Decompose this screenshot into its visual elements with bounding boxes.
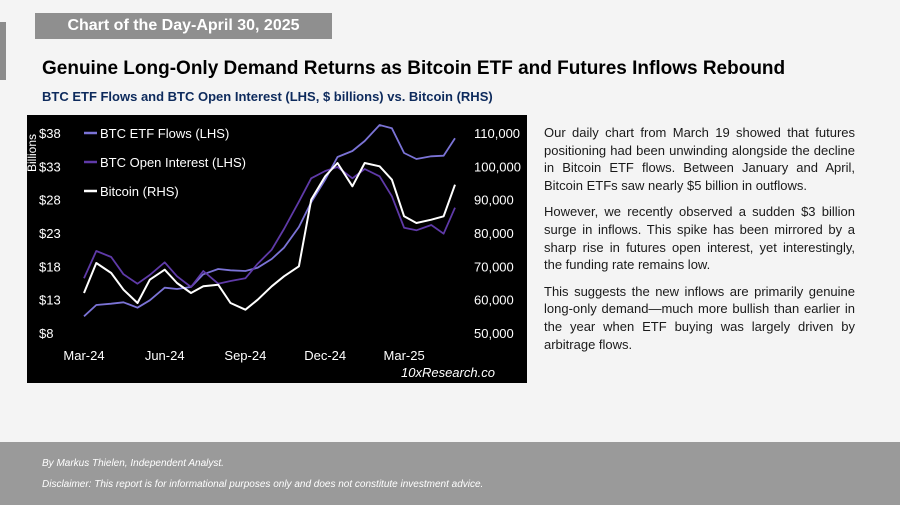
y-right-tick-label: 50,000 [474, 326, 514, 341]
y-left-tick-label: $28 [39, 193, 61, 208]
series-line [83, 124, 456, 317]
disclaimer-line: Disclaimer: This report is for informati… [42, 479, 484, 490]
y-right-tick-label: 110,000 [474, 126, 520, 141]
y-left-tick-label: $23 [39, 226, 61, 241]
y-right-tick-label: 80,000 [474, 226, 514, 241]
author-line: By Markus Thielen, Independent Analyst. [42, 458, 224, 469]
legend-label: Bitcoin (RHS) [100, 184, 179, 199]
y-left-tick-label: $13 [39, 293, 61, 308]
y-left-tick-label: $18 [39, 259, 61, 274]
footer: By Markus Thielen, Independent Analyst. … [0, 442, 900, 505]
chart-panel: $38 $33 $28 $23 $18 $13 $8 110,000 100,000 90,000… [27, 115, 527, 383]
y-left-axis-title: Billions [27, 134, 39, 172]
y-right-tick-label: 90,000 [474, 193, 514, 208]
legend-label: BTC ETF Flows (LHS) [100, 126, 229, 141]
x-tick-label: Mar-25 [384, 348, 425, 363]
x-tick-label: Mar-24 [63, 348, 104, 363]
watermark-text: 10xResearch.co [401, 365, 495, 380]
series-line [83, 166, 456, 288]
y-right-tick-label: 100,000 [474, 159, 521, 174]
x-tick-label: Sep-24 [224, 348, 266, 363]
x-tick-label: Dec-24 [304, 348, 346, 363]
x-tick-label: Jun-24 [145, 348, 185, 363]
commentary-paragraph: This suggests the new inflows are primar… [544, 283, 855, 352]
commentary-paragraph: Our daily chart from March 19 showed tha… [544, 125, 855, 193]
series-line [83, 162, 456, 311]
y-left-tick-label: $33 [39, 159, 61, 174]
legend-label: BTC Open Interest (LHS) [100, 155, 246, 170]
y-right-tick-label: 60,000 [474, 293, 514, 308]
y-left-tick-label: $38 [39, 126, 61, 141]
left-accent-bar [0, 22, 6, 80]
chart-svg: $38 $33 $28 $23 $18 $13 $8 110,000 100,000 90,000… [27, 124, 521, 380]
commentary: Our daily chart from March 19 showed tha… [544, 124, 855, 362]
y-left-tick-label: $8 [39, 326, 53, 341]
date-banner: Chart of the Day-April 30, 2025 [35, 13, 332, 39]
commentary-paragraph: However, we recently observed a sudden $… [544, 204, 855, 273]
headline: Genuine Long-Only Demand Returns as Bitc… [42, 58, 786, 79]
chart-subtitle: BTC ETF Flows and BTC Open Interest (LHS… [42, 89, 493, 104]
y-right-tick-label: 70,000 [474, 259, 514, 274]
